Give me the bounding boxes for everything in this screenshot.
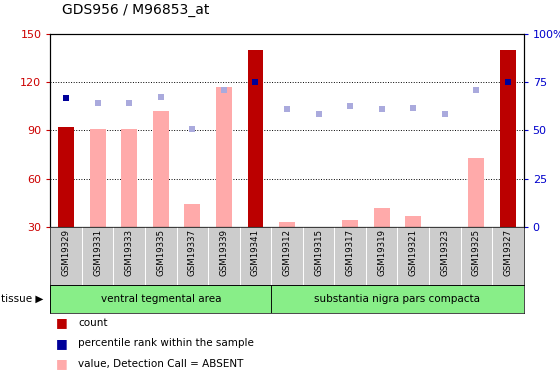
Text: tissue ▶: tissue ▶	[1, 294, 44, 304]
Bar	[90, 129, 106, 227]
Text: GSM19327: GSM19327	[503, 229, 512, 276]
Text: GSM19315: GSM19315	[314, 229, 323, 276]
Text: GSM19333: GSM19333	[125, 229, 134, 276]
Text: GSM19329: GSM19329	[62, 229, 71, 276]
Text: GSM19339: GSM19339	[220, 229, 228, 276]
Bar	[153, 111, 169, 227]
Bar	[184, 204, 200, 227]
Bar	[248, 50, 263, 227]
Text: ventral tegmental area: ventral tegmental area	[101, 294, 221, 304]
Bar	[58, 127, 74, 227]
Text: GSM19341: GSM19341	[251, 229, 260, 276]
Bar	[500, 50, 516, 227]
Text: count: count	[78, 318, 108, 327]
Text: GSM19331: GSM19331	[93, 229, 102, 276]
Bar	[374, 208, 390, 227]
Bar	[271, 285, 524, 313]
Bar	[50, 285, 271, 313]
Text: substantia nigra pars compacta: substantia nigra pars compacta	[314, 294, 480, 304]
Text: GSM19335: GSM19335	[156, 229, 165, 276]
Bar	[122, 129, 137, 227]
Text: percentile rank within the sample: percentile rank within the sample	[78, 338, 254, 348]
Bar	[405, 216, 421, 227]
Text: GSM19321: GSM19321	[409, 229, 418, 276]
Bar	[342, 220, 358, 227]
Text: GSM19323: GSM19323	[440, 229, 449, 276]
Text: GDS956 / M96853_at: GDS956 / M96853_at	[62, 3, 209, 17]
Text: ■: ■	[56, 357, 68, 370]
Bar	[216, 87, 232, 227]
Text: value, Detection Call = ABSENT: value, Detection Call = ABSENT	[78, 359, 244, 369]
Text: GSM19319: GSM19319	[377, 229, 386, 276]
Text: GSM19337: GSM19337	[188, 229, 197, 276]
Text: ■: ■	[56, 337, 68, 350]
Bar	[468, 158, 484, 227]
Text: ■: ■	[56, 316, 68, 329]
Bar	[279, 222, 295, 227]
Text: GSM19317: GSM19317	[346, 229, 354, 276]
Text: GSM19325: GSM19325	[472, 229, 481, 276]
Text: GSM19312: GSM19312	[282, 229, 292, 276]
